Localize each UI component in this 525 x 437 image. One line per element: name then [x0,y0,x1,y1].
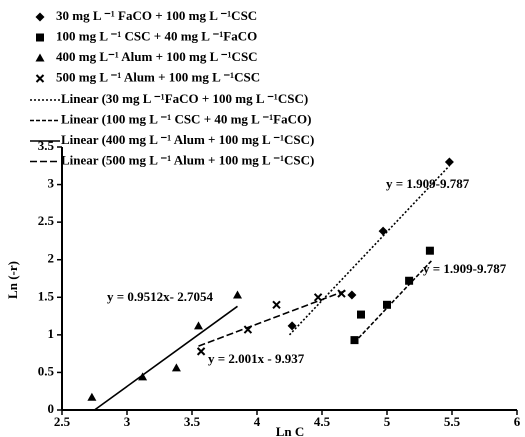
y-tick-label: 0.5 [38,363,55,378]
point [378,226,388,236]
point [233,290,242,299]
y-tick-label: 2.5 [38,213,55,228]
trend-line [198,289,349,347]
point [357,310,365,319]
point [287,321,297,331]
point [425,246,434,255]
trend-line [353,259,434,343]
y-tick-label: 1.5 [38,288,55,303]
x-tick-label: 2.5 [54,414,71,429]
x-tick-label: 3 [124,414,131,429]
y-tick-label: 3 [48,176,55,191]
y-tick-label: 1 [48,326,55,341]
legend-label: Linear (30 mg L ⁻¹FaCO + 100 mg L ⁻¹CSC) [61,91,308,106]
legend-label: 100 mg L ⁻¹ CSC + 40 mg L ⁻¹FaCO [56,28,257,43]
point [194,321,203,330]
legend-label: 400 mg L⁻¹ Alum + 100 mg L ⁻¹CSC [56,49,258,64]
legend-marker [35,53,45,62]
equation: y = 1.909-9.787 [386,176,470,191]
point [350,336,359,345]
x-axis-label: Ln C [276,424,305,437]
y-tick-label: 2 [48,251,55,266]
equation: y = 2.001x - 9.937 [208,351,305,366]
x-tick-label: 4 [254,414,261,429]
point [337,289,346,298]
point [313,293,323,302]
point [138,372,148,381]
legend-marker [35,74,45,83]
point [405,276,414,285]
legend-label: 500 mg L ⁻¹ Alum + 100 mg L ⁻¹CSC [56,69,260,84]
point [87,392,97,401]
equation: y = 0.9512x- 2.7054 [107,289,213,304]
legend-label: Linear (100 mg L ⁻¹ CSC + 40 mg L ⁻¹FaCO… [61,111,311,126]
trend-line [94,305,238,411]
x-tick-label: 3.5 [184,414,201,429]
x-tick-label: 4.5 [314,414,331,429]
x-tick-label: 6 [514,414,521,429]
point [272,300,281,310]
point [347,290,357,300]
legend-marker [36,33,44,42]
equation: y = 1.909-9.787 [423,261,507,276]
legend-marker [35,12,45,22]
point [196,347,206,356]
legend-label: Linear (400 mg L ⁻¹ Alum + 100 mg L ⁻¹CS… [61,132,314,147]
point [171,363,181,372]
y-axis-label: Ln (-r) [5,261,20,299]
y-tick-label: 0 [48,401,55,416]
x-tick-label: 5 [384,414,391,429]
legend-label: 30 mg L ⁻¹ FaCO + 100 mg L ⁻¹CSC [56,8,257,23]
legend-label: Linear (500 mg L ⁻¹ Alum + 100 mg L ⁻¹CS… [61,152,314,167]
point [444,157,454,167]
point [383,300,391,309]
x-tick-label: 5.5 [444,414,461,429]
trend-line [288,165,450,336]
point [243,325,253,334]
